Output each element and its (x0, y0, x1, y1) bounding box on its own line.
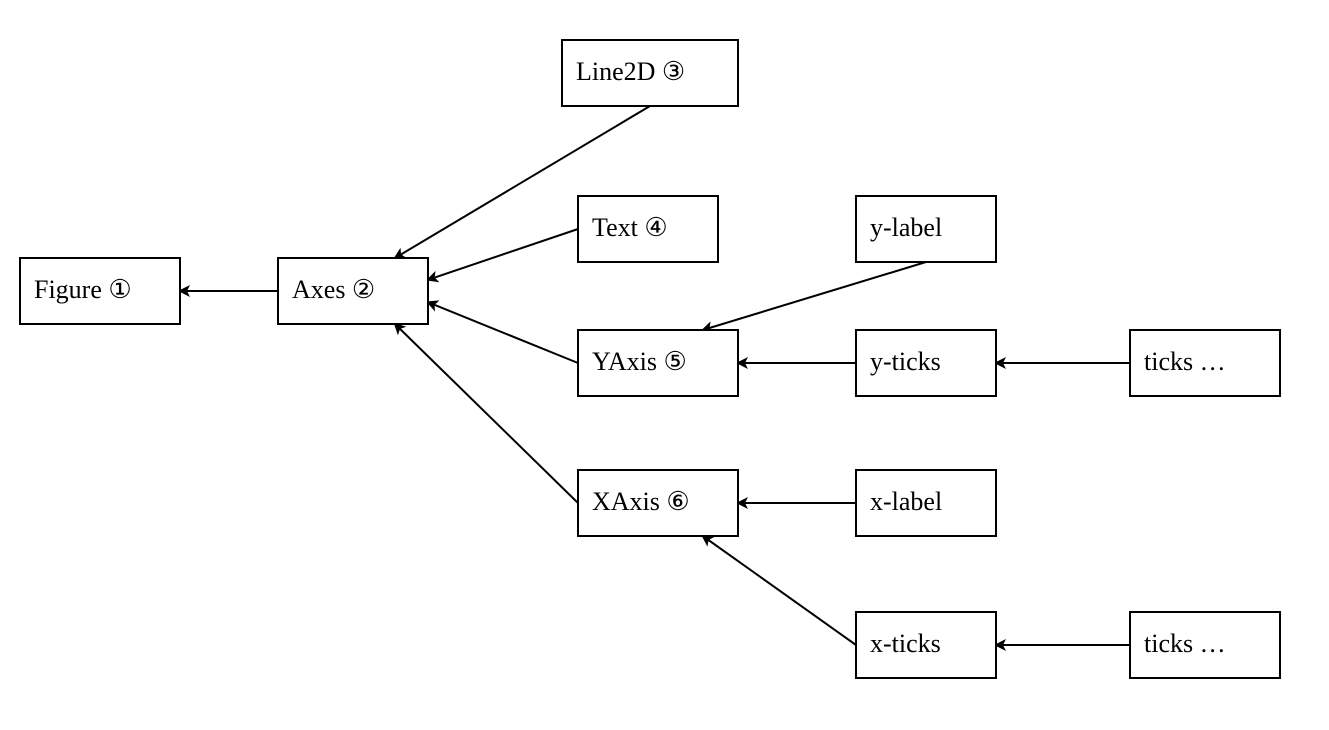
edge-yaxis-to-axes (428, 302, 578, 363)
node-xlabel: x-label (856, 470, 996, 536)
node-ticks1: ticks … (1130, 330, 1280, 396)
node-label-figure: Figure ① (34, 275, 132, 304)
node-label-yticks: y-ticks (870, 347, 941, 376)
node-label-axes: Axes ② (292, 275, 375, 304)
node-ylabel: y-label (856, 196, 996, 262)
edge-xticks-to-xaxis (703, 536, 856, 645)
edge-ylabel-to-yaxis (703, 262, 926, 330)
node-line2d: Line2D ③ (562, 40, 738, 106)
node-label-text: Text ④ (592, 213, 668, 242)
node-label-ylabel: y-label (870, 213, 942, 242)
node-ticks2: ticks … (1130, 612, 1280, 678)
edge-text-to-axes (428, 229, 578, 280)
node-label-line2d: Line2D ③ (576, 57, 685, 86)
node-yticks: y-ticks (856, 330, 996, 396)
node-label-xlabel: x-label (870, 487, 942, 516)
diagram-canvas: Figure ① Axes ② Line2D ③ Text ④ YAxis ⑤ XAxis… (0, 0, 1329, 730)
node-label-xticks: x-ticks (870, 629, 941, 658)
node-text: Text ④ (578, 196, 718, 262)
node-xaxis: XAxis ⑥ (578, 470, 738, 536)
node-label-xaxis: XAxis ⑥ (592, 487, 690, 516)
node-label-ticks2: ticks … (1144, 629, 1226, 658)
node-figure: Figure ① (20, 258, 180, 324)
node-label-ticks1: ticks … (1144, 347, 1226, 376)
node-xticks: x-ticks (856, 612, 996, 678)
node-yaxis: YAxis ⑤ (578, 330, 738, 396)
node-label-yaxis: YAxis ⑤ (592, 347, 687, 376)
node-axes: Axes ② (278, 258, 428, 324)
